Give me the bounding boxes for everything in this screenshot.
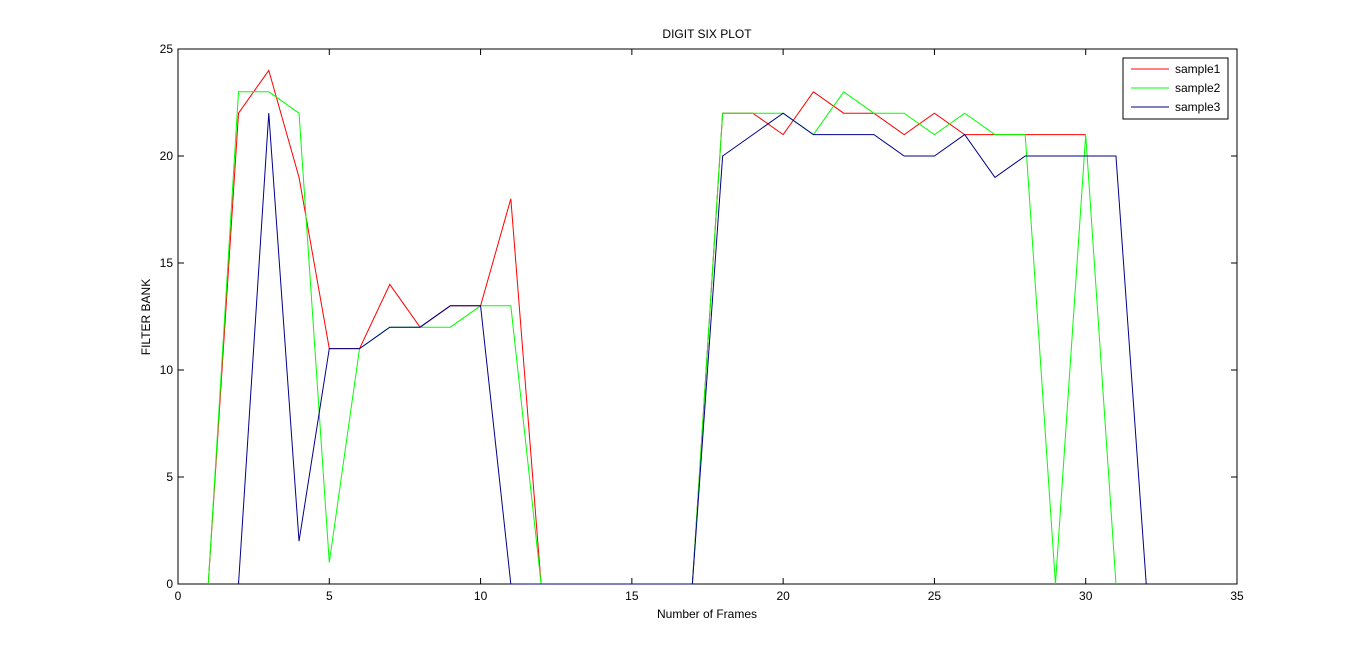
plot-area: 0 5 10 15 20 25 30 350510152025sample1sample2sa… (160, 42, 1244, 603)
legend: sample1 sample2 sample3 (1122, 57, 1229, 120)
legend-label: sample1 (1175, 62, 1221, 76)
x-tick-label: 0 (175, 589, 182, 603)
y-tick-label: 5 (166, 470, 173, 484)
plot-frame (177, 48, 1238, 585)
x-tick-label: 35 (1230, 589, 1244, 603)
y-tick-label: 25 (160, 42, 174, 56)
x-axis-label: Number of Frames (657, 607, 757, 621)
y-axis-label: FILTER BANK (139, 279, 153, 355)
x-tick-label: 20 (776, 589, 790, 603)
y-tick-label: 20 (160, 149, 174, 163)
x-tick-label: 5 (326, 589, 333, 603)
series-line-sample3 (238, 112, 1147, 585)
x-tick-label: 30 (1079, 589, 1093, 603)
y-tick-label: 10 (160, 363, 174, 377)
legend-label: sample2 (1175, 81, 1221, 95)
x-tick-label: 15 (625, 589, 639, 603)
y-tick-label: 0 (166, 577, 173, 591)
legend-label: sample3 (1175, 100, 1221, 114)
chart-title: DIGIT SIX PLOT (662, 27, 752, 41)
x-tick-label: 10 (474, 589, 488, 603)
x-tick-label: 25 (928, 589, 942, 603)
y-tick-label: 15 (160, 256, 174, 270)
